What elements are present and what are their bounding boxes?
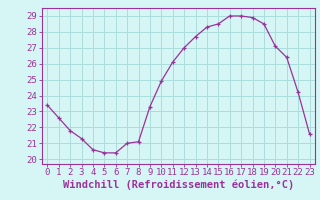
X-axis label: Windchill (Refroidissement éolien,°C): Windchill (Refroidissement éolien,°C): [63, 180, 294, 190]
